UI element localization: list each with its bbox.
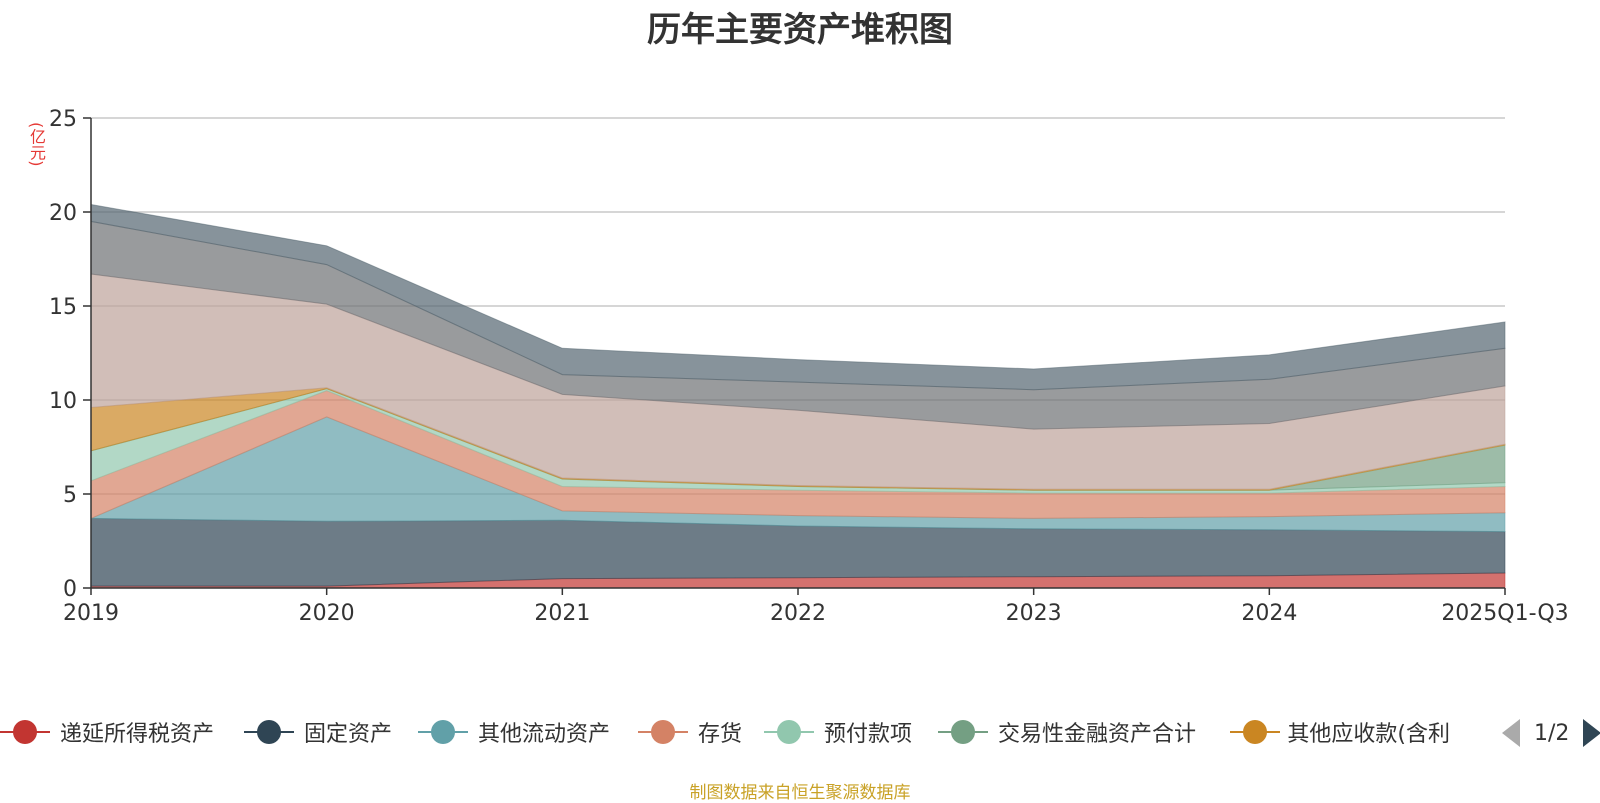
next-page-icon[interactable]: [1583, 719, 1600, 747]
x-tick-label-2021: 2021: [534, 601, 590, 626]
legend-label: 递延所得税资产: [60, 722, 215, 747]
y-tick-label-10: 10: [49, 389, 77, 414]
x-tick-label-2019: 2019: [63, 601, 119, 626]
legend-item-6[interactable]: 交易性金融资产合计: [938, 714, 1196, 750]
x-tick-label-2024: 2024: [1241, 601, 1297, 626]
page-indicator: 1/2: [1534, 720, 1570, 746]
legend-label: 固定资产: [304, 722, 393, 747]
legend-marker-icon: [244, 720, 294, 744]
area-series: [90, 203, 1506, 589]
legend: 递延所得税资产 固定资产 其他流动资产 存货 预付款项 交易性金融资产合计 其他应收款(含利: [0, 714, 1600, 754]
y-tick-label-25: 25: [49, 107, 77, 132]
legend-label: 交易性金融资产合计: [998, 722, 1197, 747]
legend-label: 预付款项: [824, 722, 913, 747]
legend-label: 其他流动资产: [478, 722, 611, 747]
y-tick-label-0: 0: [63, 577, 77, 602]
x-tick-label-2020: 2020: [299, 601, 355, 626]
prev-page-icon[interactable]: [1502, 719, 1520, 747]
y-tick-label-20: 20: [49, 201, 77, 226]
y-axis-unit-label: (亿元): [27, 122, 46, 167]
legend-marker-icon: [1230, 720, 1280, 744]
x-tick-label-2025Q1-Q3: 2025Q1-Q3: [1441, 601, 1568, 626]
source-note: 制图数据来自恒生聚源数据库: [689, 783, 911, 803]
axes: [83, 117, 1506, 595]
legend-item-3[interactable]: 其他流动资产: [418, 714, 610, 750]
legend-item-2[interactable]: 固定资产: [244, 714, 392, 750]
legend-marker-icon: [638, 720, 688, 744]
legend-label: 其他应收款(含利: [1287, 722, 1450, 747]
legend-pager: 1/2: [1502, 718, 1600, 748]
legend-label: 存货: [698, 722, 743, 747]
chart-title: 历年主要资产堆积图: [647, 10, 953, 50]
legend-marker-icon: [0, 720, 50, 744]
legend-marker-icon: [418, 720, 468, 744]
y-tick-label-5: 5: [63, 483, 77, 508]
legend-item-5[interactable]: 预付款项: [764, 714, 912, 750]
tick-labels: 0 5 10 15 20 25 2019 2020 2021 2022 2023 2024 2025Q1…: [49, 107, 1569, 626]
x-tick-label-2023: 2023: [1006, 601, 1062, 626]
y-tick-label-15: 15: [49, 295, 77, 320]
area-series-10: [90, 203, 1506, 391]
legend-item-7[interactable]: 其他应收款(含利: [1230, 714, 1450, 750]
legend-marker-icon: [764, 720, 814, 744]
legend-marker-icon: [938, 720, 988, 744]
legend-item-4[interactable]: 存货: [638, 714, 742, 750]
legend-item-1[interactable]: 递延所得税资产: [0, 714, 214, 750]
x-tick-label-2022: 2022: [770, 601, 826, 626]
